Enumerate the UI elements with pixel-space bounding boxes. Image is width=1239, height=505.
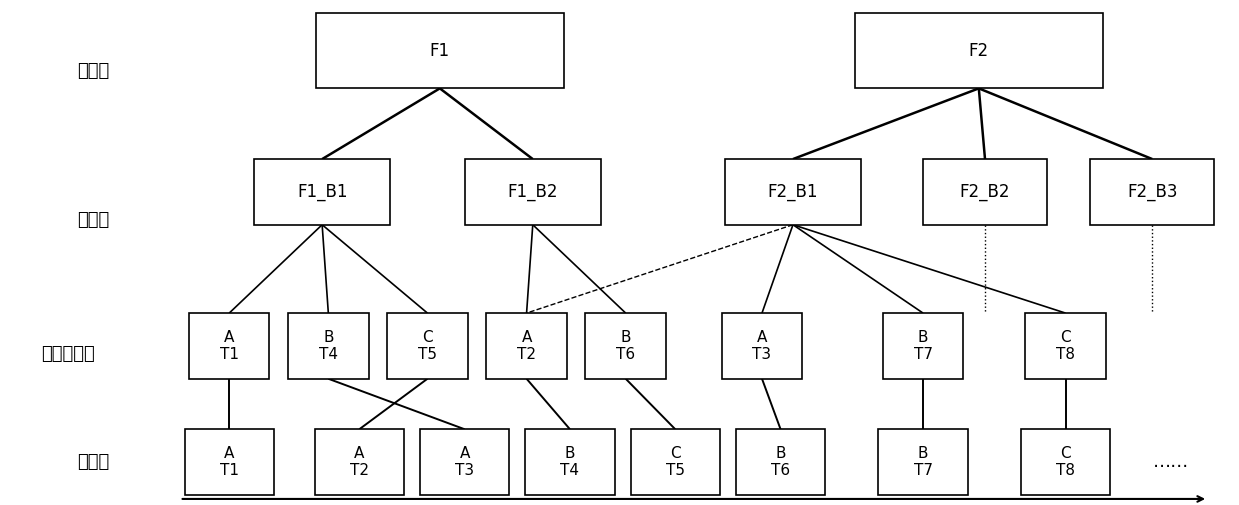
Bar [882, 313, 964, 379]
Bar [923, 159, 1047, 225]
Bar [287, 313, 368, 379]
Bar [1090, 159, 1214, 225]
Text: A
T1: A T1 [219, 330, 239, 362]
Bar [878, 429, 968, 495]
Text: A
T3: A T3 [455, 446, 475, 478]
Bar [1026, 313, 1106, 379]
Text: F2: F2 [969, 41, 989, 60]
Text: F1_B2: F1_B2 [508, 183, 558, 201]
Bar [254, 159, 390, 225]
Bar [525, 429, 615, 495]
Text: B
T6: B T6 [616, 330, 636, 362]
Text: F2_B3: F2_B3 [1127, 183, 1177, 201]
Text: A
T2: A T2 [517, 330, 536, 362]
Text: B
T7: B T7 [913, 330, 933, 362]
Text: B
T4: B T4 [560, 446, 580, 478]
Bar [420, 429, 509, 495]
Bar [1021, 429, 1110, 495]
Bar [631, 429, 720, 495]
Bar [315, 429, 404, 495]
Text: A
T1: A T1 [219, 446, 239, 478]
Text: B
T7: B T7 [913, 446, 933, 478]
Bar [855, 13, 1103, 88]
Bar [721, 313, 803, 379]
Bar [465, 159, 601, 225]
Text: F2_B1: F2_B1 [768, 183, 818, 201]
Bar [387, 313, 467, 379]
Text: ……: …… [1152, 453, 1189, 471]
Text: B
T6: B T6 [771, 446, 790, 478]
Text: F1_B1: F1_B1 [297, 183, 347, 201]
Text: C
T8: C T8 [1056, 446, 1075, 478]
Bar [188, 313, 269, 379]
Text: C
T8: C T8 [1056, 330, 1075, 362]
Bar [486, 313, 566, 379]
Text: C
T5: C T5 [665, 446, 685, 478]
Bar [725, 159, 861, 225]
Bar [585, 313, 667, 379]
Bar [316, 13, 564, 88]
Bar [185, 429, 274, 495]
Text: A
T2: A T2 [349, 446, 369, 478]
Text: 行为层: 行为层 [77, 211, 109, 229]
Text: A
T3: A T3 [752, 330, 772, 362]
Text: C
T5: C T5 [418, 330, 437, 362]
Text: 功能层: 功能层 [77, 62, 109, 80]
Text: 执行层: 执行层 [77, 453, 109, 471]
Text: 元素指令池: 元素指令池 [41, 344, 95, 363]
Text: F2_B2: F2_B2 [960, 183, 1010, 201]
Text: F1: F1 [430, 41, 450, 60]
Text: B
T4: B T4 [318, 330, 338, 362]
Bar [736, 429, 825, 495]
